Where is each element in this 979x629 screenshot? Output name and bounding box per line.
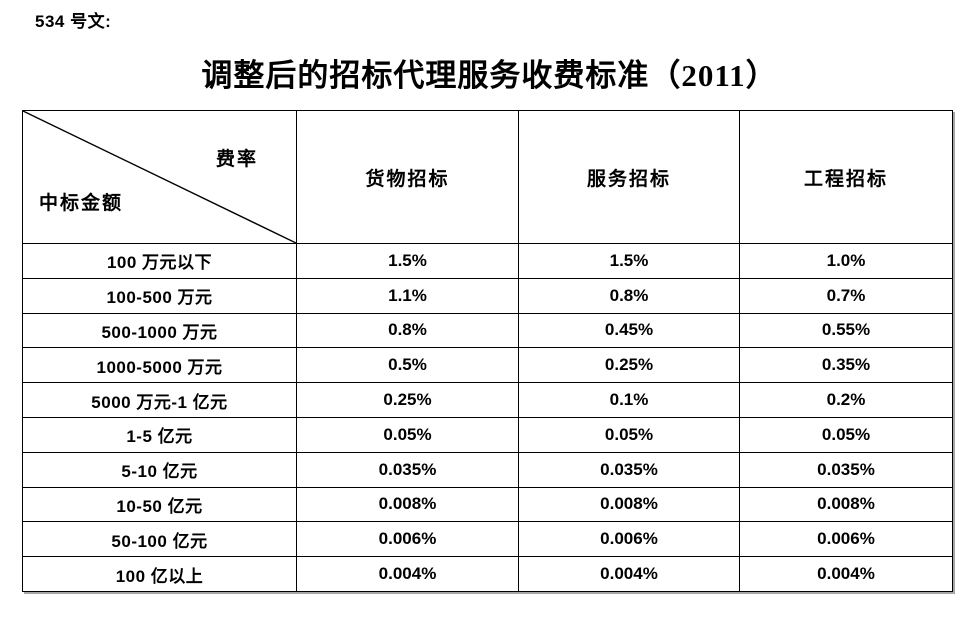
services-rate-cell: 0.1%: [518, 382, 740, 418]
corner-rate-label: 费率: [215, 149, 258, 170]
table-row: 50-100 亿元 0.006% 0.006% 0.006%: [22, 521, 953, 558]
amount-cell: 10-50 亿元: [22, 486, 297, 523]
table-row: 1-5 亿元 0.05% 0.05% 0.05%: [22, 416, 953, 453]
table-row: 100 亿以上 0.004% 0.004% 0.004%: [22, 556, 953, 592]
amount-cell: 100 万元以下: [22, 243, 297, 279]
engineering-rate-cell: 0.35%: [739, 347, 953, 384]
engineering-rate-cell: 0.7%: [739, 277, 953, 314]
table-row: 5000 万元-1 亿元 0.25% 0.1% 0.2%: [22, 382, 953, 418]
amount-cell: 5-10 亿元: [22, 451, 297, 488]
fee-rate-table: 费率 中标金额 货物招标 服务招标 工程招标 100 万元以下 1.5% 1.5…: [22, 110, 953, 592]
corner-header-cell: 费率 中标金额: [22, 110, 297, 244]
engineering-rate-cell: 0.55%: [739, 312, 953, 349]
amount-cell: 50-100 亿元: [22, 521, 297, 558]
diagonal-divider-line: [23, 111, 296, 243]
goods-rate-cell: 0.004%: [296, 556, 519, 592]
engineering-rate-cell: 0.2%: [739, 382, 953, 418]
amount-cell: 500-1000 万元: [22, 312, 297, 349]
table-header: 费率 中标金额 货物招标 服务招标 工程招标: [22, 110, 953, 244]
goods-rate-cell: 0.035%: [296, 451, 519, 488]
amount-cell: 1-5 亿元: [22, 416, 297, 453]
goods-rate-cell: 0.5%: [296, 347, 519, 384]
services-rate-cell: 0.45%: [518, 312, 740, 349]
header-row: 费率 中标金额 货物招标 服务招标 工程招标: [22, 110, 953, 244]
amount-cell: 5000 万元-1 亿元: [22, 382, 297, 418]
engineering-rate-cell: 0.006%: [739, 521, 953, 558]
goods-rate-cell: 0.05%: [296, 416, 519, 453]
table-row: 100 万元以下 1.5% 1.5% 1.0%: [22, 243, 953, 279]
engineering-rate-cell: 0.008%: [739, 486, 953, 523]
goods-rate-cell: 0.008%: [296, 486, 519, 523]
engineering-rate-cell: 0.004%: [739, 556, 953, 592]
services-rate-cell: 0.006%: [518, 521, 740, 558]
goods-rate-cell: 0.25%: [296, 382, 519, 418]
services-rate-cell: 0.25%: [518, 347, 740, 384]
column-header-goods: 货物招标: [296, 110, 519, 244]
services-rate-cell: 1.5%: [518, 243, 740, 279]
table-row: 5-10 亿元 0.035% 0.035% 0.035%: [22, 451, 953, 488]
engineering-rate-cell: 0.05%: [739, 416, 953, 453]
services-rate-cell: 0.8%: [518, 277, 740, 314]
goods-rate-cell: 1.1%: [296, 277, 519, 314]
column-header-engineering: 工程招标: [739, 110, 953, 244]
engineering-rate-cell: 0.035%: [739, 451, 953, 488]
column-header-services: 服务招标: [518, 110, 740, 244]
engineering-rate-cell: 1.0%: [739, 243, 953, 279]
goods-rate-cell: 0.8%: [296, 312, 519, 349]
page-title: 调整后的招标代理服务收费标准（2011）: [201, 58, 778, 93]
amount-cell: 100-500 万元: [22, 277, 297, 314]
services-rate-cell: 0.035%: [518, 451, 740, 488]
table-row: 10-50 亿元 0.008% 0.008% 0.008%: [22, 486, 953, 523]
table-row: 1000-5000 万元 0.5% 0.25% 0.35%: [22, 347, 953, 384]
corner-amount-label: 中标金额: [39, 193, 124, 214]
services-rate-cell: 0.05%: [518, 416, 740, 453]
services-rate-cell: 0.008%: [518, 486, 740, 523]
table-row: 500-1000 万元 0.8% 0.45% 0.55%: [22, 312, 953, 349]
goods-rate-cell: 0.006%: [296, 521, 519, 558]
fee-table-body: 100 万元以下 1.5% 1.5% 1.0% 100-500 万元 1.1% …: [22, 243, 953, 592]
amount-cell: 1000-5000 万元: [22, 347, 297, 384]
amount-cell: 100 亿以上: [22, 556, 297, 592]
goods-rate-cell: 1.5%: [296, 243, 519, 279]
services-rate-cell: 0.004%: [518, 556, 740, 592]
document-ref-label: 534 号文:: [35, 12, 112, 31]
table-row: 100-500 万元 1.1% 0.8% 0.7%: [22, 277, 953, 314]
